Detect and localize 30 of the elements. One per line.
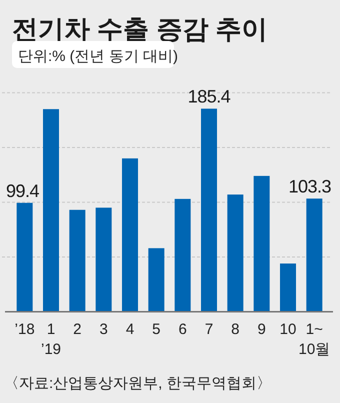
bar bbox=[69, 210, 86, 312]
x-tick-label: 9 bbox=[257, 321, 266, 338]
bar bbox=[306, 198, 322, 312]
bar bbox=[122, 158, 138, 312]
chart-title: 전기차 수출 증감 추이 bbox=[12, 14, 268, 44]
x-tick-label: 7 bbox=[204, 321, 214, 338]
x-tick-label: ’18 bbox=[14, 321, 35, 338]
x-tick-label: 5 bbox=[152, 321, 161, 338]
x-tick-label: 2 bbox=[73, 321, 82, 338]
bar bbox=[174, 198, 191, 312]
bar bbox=[280, 264, 296, 312]
bar bbox=[254, 176, 270, 312]
x-tick-label: 4 bbox=[126, 321, 134, 338]
x-tick-label: 1 ’19 bbox=[40, 321, 62, 358]
x-tick-label: 3 bbox=[99, 321, 108, 338]
x-tick-label: 8 bbox=[231, 321, 240, 338]
bar bbox=[201, 108, 217, 312]
x-tick-label: 10 bbox=[280, 321, 296, 338]
chart-subtitle: 단위:% (전년 동기 대비) bbox=[18, 48, 178, 65]
bar bbox=[16, 202, 33, 312]
bar bbox=[148, 248, 164, 312]
x-tick-label: 1~ 10월 bbox=[298, 321, 330, 358]
x-tick-label: 6 bbox=[178, 321, 187, 338]
data-label: 103.3 bbox=[288, 176, 332, 197]
data-label: 185.4 bbox=[188, 86, 231, 107]
bar bbox=[227, 194, 244, 312]
bar bbox=[96, 208, 112, 312]
data-label: 99.4 bbox=[6, 180, 40, 201]
text: 〈자료:산업통상자원부, 한국무역협회〉 bbox=[4, 375, 272, 392]
bar bbox=[43, 109, 59, 312]
